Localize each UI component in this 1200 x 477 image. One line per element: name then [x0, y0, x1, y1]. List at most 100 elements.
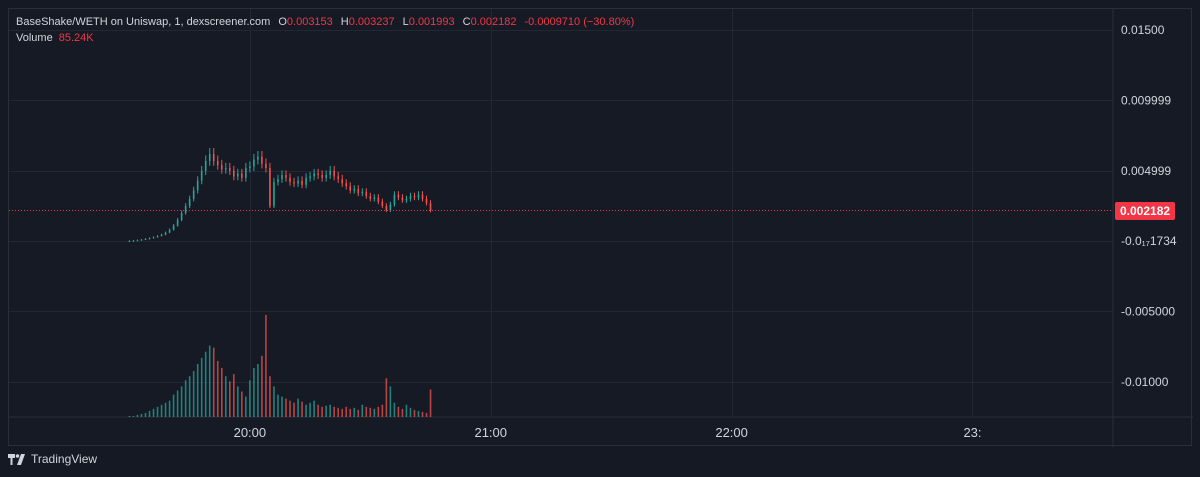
candle-body	[313, 173, 315, 177]
candle-body	[269, 167, 271, 206]
chart-legend: BaseShake/WETH on Uniswap, 1, dexscreene…	[16, 14, 642, 46]
volume-bar	[313, 400, 315, 417]
time-tick-label[interactable]: 21:00	[474, 425, 507, 440]
footer: TradingView	[8, 452, 97, 466]
volume-bar	[245, 396, 247, 417]
legend-volume-row: Volume 85.24K	[16, 30, 642, 46]
volume-bar	[337, 407, 339, 417]
candle-body	[216, 160, 219, 166]
price-tick-label[interactable]: 0.01500	[1121, 23, 1165, 37]
candle-body	[148, 238, 151, 240]
price-tick-label[interactable]: -0.0₁₇1734	[1121, 234, 1177, 248]
volume-bar	[377, 406, 380, 417]
candle-body	[301, 180, 303, 185]
volume-bar	[184, 380, 187, 417]
time-tick-label[interactable]: 20:00	[234, 425, 267, 440]
low-key: L	[402, 16, 409, 28]
volume-bar	[349, 408, 352, 417]
price-chart[interactable]: 0.01500 0.009999 0.004999 -0.0₁₇1734 -0.0050…	[9, 9, 1193, 447]
candle-body	[329, 170, 331, 176]
price-tick-label[interactable]: -0.01000	[1121, 375, 1169, 389]
price-tick-label[interactable]: -0.005000	[1121, 304, 1175, 318]
volume-bar	[128, 415, 131, 417]
candle-body	[265, 163, 267, 168]
time-tick-label[interactable]: 22:00	[715, 425, 748, 440]
volume-bar	[421, 411, 424, 417]
candle-body	[353, 189, 356, 191]
candle-body	[188, 198, 191, 206]
volume-bar	[285, 398, 287, 417]
volume-bar	[409, 407, 412, 417]
candle-body	[132, 240, 135, 242]
candle-body	[369, 196, 372, 199]
volume-bar	[229, 381, 231, 417]
low-value: 0.001993	[408, 16, 455, 28]
price-tick-label[interactable]: 0.009999	[1121, 93, 1171, 107]
candle-body	[345, 183, 348, 187]
candle-body	[220, 165, 223, 170]
axes	[9, 9, 1193, 447]
volume-bar	[293, 402, 295, 417]
price-tick-label[interactable]: 0.004999	[1121, 164, 1171, 178]
candle-body	[417, 194, 420, 198]
candle-body	[176, 220, 179, 226]
time-tick-label[interactable]: 23:	[963, 425, 981, 440]
candle-body	[208, 153, 211, 161]
tradingview-logo-icon[interactable]	[8, 453, 26, 465]
candle-body	[349, 186, 352, 191]
candle-body	[180, 213, 183, 221]
candle-body	[224, 167, 227, 170]
brand-name[interactable]: TradingView	[31, 452, 98, 466]
time-axis-labels[interactable]: 20:00 21:00 22:00 23:	[234, 425, 982, 440]
candles	[128, 147, 432, 242]
volume-bar	[273, 386, 275, 417]
volume-bar	[333, 406, 335, 417]
volume-bar	[301, 401, 303, 417]
volume-label[interactable]: Volume	[16, 32, 53, 44]
candle-body	[212, 153, 215, 161]
candle-body	[172, 225, 175, 230]
candle-body	[233, 170, 235, 177]
volume-bar	[249, 380, 251, 417]
current-price-tag: 0.002182	[1115, 201, 1176, 220]
candle-body	[321, 175, 323, 178]
candle-body	[389, 204, 392, 211]
volume-bar	[417, 410, 420, 417]
volume-bar	[208, 345, 211, 417]
candle-body	[204, 160, 207, 171]
candle-body	[377, 197, 380, 202]
volume-bar	[309, 402, 311, 417]
volume-value: 85.24K	[58, 32, 94, 44]
high-key: H	[340, 16, 349, 28]
candle-body	[317, 173, 319, 176]
volume-bar	[405, 404, 408, 417]
candle-body	[429, 203, 432, 211]
chart-frame[interactable]: 0.01500 0.009999 0.004999 -0.0₁₇1734 -0.0050…	[8, 8, 1193, 447]
candle-body	[253, 159, 255, 167]
volume-bar	[152, 408, 155, 417]
volume-bar	[204, 351, 207, 417]
candle-body	[421, 194, 424, 199]
candle-body	[341, 179, 344, 184]
volume-bar	[325, 405, 327, 417]
volume-bars	[128, 315, 432, 417]
volume-bar	[369, 407, 372, 417]
candle-body	[293, 182, 295, 184]
candle-body	[229, 167, 231, 171]
candle-body	[381, 201, 384, 206]
volume-bar	[168, 400, 171, 417]
candle-body	[277, 179, 279, 183]
volume-bar	[389, 386, 392, 417]
candle-body	[325, 175, 327, 178]
price-axis-labels[interactable]: 0.01500 0.009999 0.004999 -0.0₁₇1734 -0.0050…	[1121, 23, 1177, 389]
volume-bar	[269, 376, 271, 417]
volume-bar	[200, 357, 203, 417]
volume-bar	[261, 355, 263, 417]
candle-body	[285, 175, 287, 178]
candle-body	[237, 173, 239, 177]
candle-body	[144, 239, 147, 241]
volume-bar	[233, 374, 235, 417]
volume-bar	[172, 394, 175, 417]
symbol-title[interactable]: BaseShake/WETH on Uniswap, 1, dexscreene…	[16, 16, 271, 28]
candle-body	[192, 190, 195, 199]
